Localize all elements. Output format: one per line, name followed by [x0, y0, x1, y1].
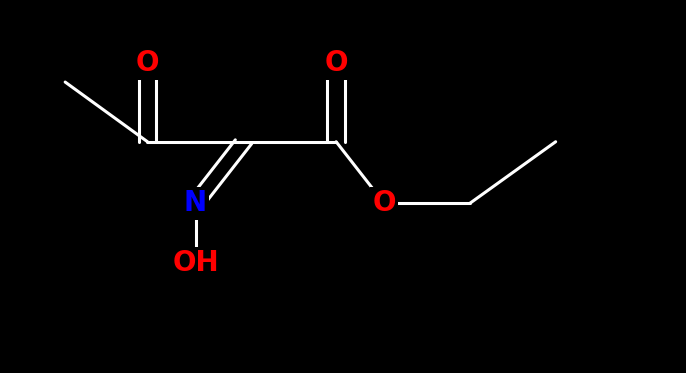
Text: N: N [184, 189, 207, 217]
Text: OH: OH [172, 249, 219, 277]
Text: O: O [324, 49, 348, 78]
Text: O: O [136, 49, 159, 78]
Text: O: O [372, 189, 396, 217]
